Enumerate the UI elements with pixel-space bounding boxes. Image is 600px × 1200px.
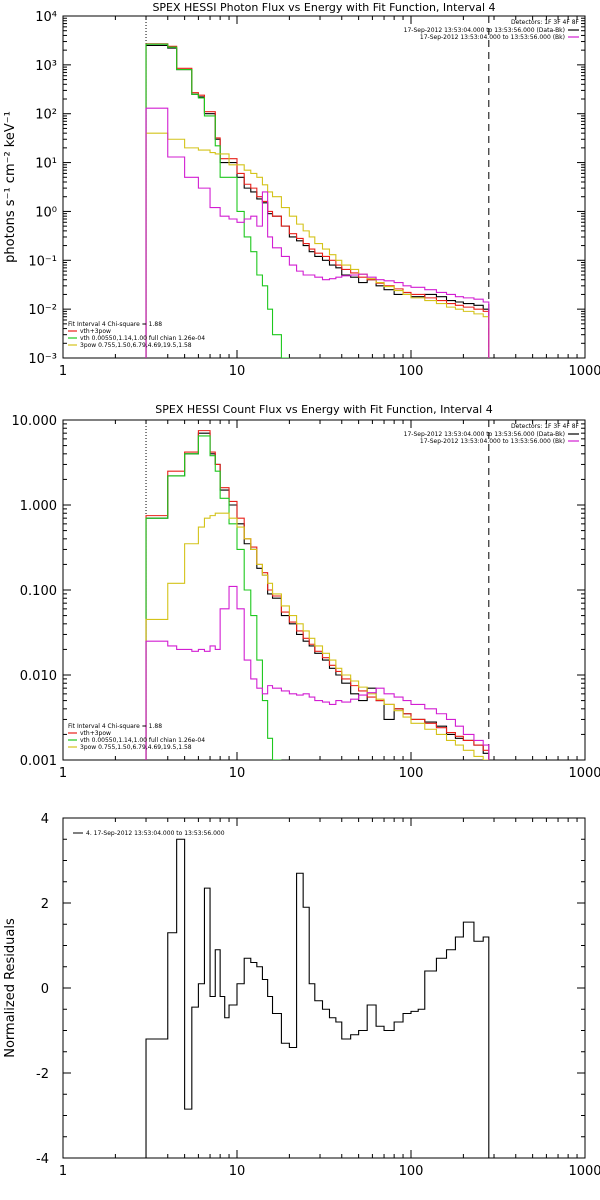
resid-series-black <box>145 838 490 1158</box>
photon-x-tick-label: 1000 <box>568 364 600 379</box>
photon-legend-top-entry: 17-Sep-2012 13:53:04.000 to 13:53:56.000… <box>420 34 565 41</box>
resid-x-tick-label: 1 <box>59 1164 67 1179</box>
count-legend-bottom-entry: vth 0.00550,1.14,1.00 full chian 1.26e-0… <box>80 737 205 744</box>
photon-x-tick-label: 100 <box>399 364 424 379</box>
count-x-tick-label: 1000 <box>568 766 600 781</box>
count-series-yellow <box>145 512 489 760</box>
photon-legend-bottom-entry: 3pow 0.755,1.50,6.79,4.69,19.5,1.58 <box>80 342 192 349</box>
count-series-black <box>145 432 490 760</box>
count-x-tick-label: 10 <box>229 766 246 781</box>
resid-y-tick-label: 2 <box>41 897 49 912</box>
resid-x-tick-label: 1000 <box>568 1164 600 1179</box>
count-series-magenta <box>145 585 490 760</box>
photon-y-axis-label: photons s⁻¹ cm⁻² keV⁻¹ <box>3 111 18 263</box>
photon-legend-bottom-entry: vth+3pow <box>80 328 111 335</box>
photon-series-yellow <box>145 132 490 358</box>
photon-y-tick-label: 10⁻³ <box>28 352 57 367</box>
count-y-tick-label: 1.000 <box>20 499 57 514</box>
photon-x-tick-label: 10 <box>229 364 246 379</box>
count-series-green <box>145 435 282 760</box>
count-legend-bottom-header: Fit Interval 4 Chi-square = 1.88 <box>68 723 162 730</box>
photon-series-red <box>145 43 490 358</box>
photon-plot-frame <box>62 15 586 359</box>
resid-plot-frame <box>62 817 586 1159</box>
count-legend-top-entry: 17-Sep-2012 13:53:04.000 to 13:53:56.000… <box>404 431 565 438</box>
resid-y-tick-label: 0 <box>41 982 49 997</box>
count-chart-title: SPEX HESSI Count Flux vs Energy with Fit… <box>155 403 492 416</box>
photon-y-tick-label: 10⁴ <box>35 10 57 25</box>
photon-legend-top-header: Detectors: 1F 3F 4F 8F <box>511 19 580 26</box>
count-x-tick-label: 1 <box>59 766 67 781</box>
photon-y-tick-label: 10² <box>35 108 57 123</box>
count-legend-bottom-entry: 3pow 0.755,1.50,6.79,4.69,19.5,1.58 <box>80 744 192 751</box>
count-y-tick-label: 0.100 <box>20 584 57 599</box>
count-legend-bottom-entry: vth+3pow <box>80 730 111 737</box>
photon-x-tick-label: 1 <box>59 364 67 379</box>
resid-x-tick-label: 100 <box>399 1164 424 1179</box>
count-plot-frame <box>62 419 586 761</box>
photon-series-magenta <box>145 107 490 358</box>
photon-chart-title: SPEX HESSI Photon Flux vs Energy with Fi… <box>152 1 495 14</box>
photon-y-tick-label: 10⁰ <box>35 205 57 220</box>
photon-y-tick-label: 10³ <box>35 59 57 74</box>
photon-y-tick-label: 10⁻¹ <box>28 254 57 269</box>
resid-y-axis-label: Normalized Residuals <box>3 918 18 1058</box>
photon-y-tick-label: 10⁻² <box>28 303 57 318</box>
resid-y-tick-label: 4 <box>41 812 49 827</box>
count-series-red <box>145 430 490 760</box>
resid-x-tick-label: 10 <box>229 1164 246 1179</box>
resid-y-tick-label: -4 <box>36 1152 49 1167</box>
photon-y-tick-label: 10¹ <box>35 157 57 172</box>
count-y-tick-label: 0.010 <box>20 669 57 684</box>
count-legend-top-header: Detectors: 1F 3F 4F 8F <box>511 423 580 430</box>
count-legend-top-entry: 17-Sep-2012 13:53:04.000 to 13:53:56.000… <box>420 438 565 445</box>
photon-series-green <box>145 43 290 358</box>
photon-legend-bottom-entry: vth 0.00550,1.14,1.00 full chian 1.26e-0… <box>80 335 205 342</box>
photon-legend-bottom-header: Fit Interval 4 Chi-square = 1.88 <box>68 321 162 328</box>
photon-legend-top-entry: 17-Sep-2012 13:53:04.000 to 13:53:56.000… <box>404 27 565 34</box>
resid-y-tick-label: -2 <box>36 1067 49 1082</box>
count-x-tick-label: 100 <box>399 766 424 781</box>
count-y-tick-label: 0.001 <box>20 754 57 769</box>
count-y-tick-label: 10.000 <box>12 414 58 429</box>
resid-legend-entry: 4. 17-Sep-2012 13:53:04.000 to 13:53:56.… <box>86 830 225 837</box>
